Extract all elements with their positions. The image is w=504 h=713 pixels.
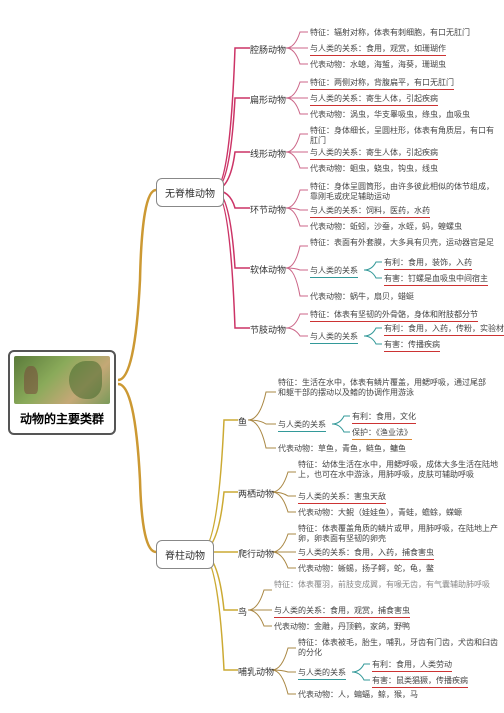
node-invertebrate[interactable]: 无脊椎动物 (156, 178, 224, 207)
leaf-flatworm-rep: 代表动物：涡虫，华支睾吸虫，绦虫，血吸虫 (310, 110, 470, 120)
leaf-coelenterata-trait: 特征：辐射对称，体表有刺细胞，有口无肛门 (310, 28, 470, 38)
leaf-coelenterata-rep: 代表动物：水螅，海蜇，海葵，珊瑚虫 (310, 60, 446, 70)
leaf-amphibian-trait: 特征：幼体生活在水中，用鳃呼吸，成体大多生活在陆地上，也可在水中游泳，用肺呼吸，… (298, 460, 498, 479)
leaf-nematode-rel: 与人类的关系：寄生人体，引起疾病 (310, 148, 438, 160)
leaf-arthropoda-rel-bad: 有害：传播疾病 (384, 340, 440, 352)
leaf-mollusca-rep: 代表动物：蜗牛，扇贝，蜡蜓 (310, 292, 414, 302)
leaf-mammal-rep: 代表动物：人，蝙蝠，鲸，猴，马 (298, 690, 418, 700)
leaf-fish-trait: 特征：生活在水中，体表有鳞片覆盖，用鳃呼吸，通过尾部和躯干部的摆动以及鳍的协调作… (278, 378, 488, 397)
leaf-mollusca-rel-label: 与人类的关系 (310, 266, 358, 278)
leaf-mammal-rel-good: 有利：食用，人类劳动 (372, 660, 452, 672)
leaf-flatworm-trait: 特征：两侧对称，背腹扁平，有口无肛门 (310, 78, 454, 90)
leaf-mollusca-rel-good: 有利：食用，装饰，入药 (384, 258, 472, 270)
leaf-annelida-trait: 特征：身体呈圆筒形，由许多彼此相似的体节组成，靠刚毛或疣足辅助运动 (310, 182, 495, 201)
node-reptile[interactable]: 爬行动物 (238, 547, 274, 560)
leaf-flatworm-rel: 与人类的关系：寄生人体，引起疾病 (310, 94, 438, 106)
leaf-reptile-trait: 特征：体表覆盖角质的鳞片或甲，用肺呼吸，在陆地上产卵，卵表面有坚韧的卵壳 (298, 524, 498, 543)
leaf-nematode-rep: 代表动物：蛔虫，蛲虫，钩虫，线虫 (310, 164, 438, 174)
root-node[interactable]: 动物的主要类群 (8, 350, 116, 435)
leaf-annelida-rel: 与人类的关系：饲料，医药，水药 (310, 206, 430, 218)
node-coelenterata[interactable]: 腔肠动物 (250, 43, 286, 56)
leaf-bird-trait: 特征：体表覆羽，前肢变成翼，有喙无齿，有气囊辅助肺呼吸 (274, 580, 490, 590)
leaf-reptile-rep: 代表动物：蜥蜴，扬子鳄，蛇，龟，鳖 (298, 564, 434, 574)
node-flatworm[interactable]: 扁形动物 (250, 93, 286, 106)
leaf-nematode-trait: 特征：身体细长，呈圆柱形，体表有角质层，有口有肛门 (310, 126, 495, 145)
node-bird[interactable]: 鸟 (238, 605, 247, 618)
leaf-mollusca-rel-bad: 有害：钉螺是血吸虫中间宿主 (384, 274, 488, 286)
node-amphibian[interactable]: 两栖动物 (238, 487, 274, 500)
node-mammal[interactable]: 哺乳动物 (238, 665, 274, 678)
node-mollusca[interactable]: 软体动物 (250, 263, 286, 276)
leaf-bird-rep: 代表动物：金雕，丹顶鹤，家鸽，野鸭 (274, 622, 410, 632)
leaf-amphibian-rep: 代表动物：大鲵（娃娃鱼），青蛙，蟾蜍，蝾螈 (298, 508, 462, 518)
leaf-coelenterata-rel: 与人类的关系：食用，观赏，如珊瑚作 (310, 44, 446, 56)
leaf-arthropoda-rel-label: 与人类的关系 (310, 332, 358, 344)
leaf-fish-rel-good: 有利：食用，文化 (352, 412, 416, 424)
leaf-mollusca-trait: 特征：表面有外套膜，大多具有贝壳，运动器官是足 (310, 238, 494, 248)
leaf-mammal-rel-label: 与人类的关系 (298, 668, 346, 680)
leaf-reptile-rel: 与人类的关系：食用，入药，捕食害虫 (298, 548, 434, 560)
node-fish[interactable]: 鱼 (238, 415, 247, 428)
node-arthropoda[interactable]: 节肢动物 (250, 323, 286, 336)
leaf-fish-rel-label: 与人类的关系 (278, 420, 326, 432)
root-image (14, 356, 110, 404)
root-title: 动物的主要类群 (14, 404, 110, 429)
leaf-bird-rel: 与人类的关系：食用，观赏，捕食害虫 (274, 606, 410, 618)
leaf-mammal-rel-bad: 有害：鼠类猖獗，传播疾病 (372, 676, 468, 688)
leaf-amphibian-rel: 与人类的关系：害虫天敌 (298, 492, 386, 504)
node-nematode[interactable]: 线形动物 (250, 147, 286, 160)
leaf-annelida-rep: 代表动物：蚯蚓，沙蚕，水蛭，蚂，蝗螺虫 (310, 222, 462, 232)
leaf-mammal-trait: 特征：体表被毛，胎生，哺乳，牙齿有门齿，犬齿和臼齿的分化 (298, 638, 498, 657)
node-annelida[interactable]: 环节动物 (250, 203, 286, 216)
leaf-arthropoda-trait: 特征：体表有坚韧的外骨骼，身体和附肢都分节 (310, 310, 478, 322)
node-vertebrate[interactable]: 脊柱动物 (156, 540, 214, 569)
leaf-fish-rel-protect: 保护：《渔业法》 (352, 428, 412, 440)
leaf-arthropoda-rel-good: 有利：食用，入药，传粉，实验材料 (384, 324, 504, 336)
leaf-fish-rep: 代表动物：草鱼，青鱼，鲢鱼，鳙鱼 (278, 444, 406, 454)
